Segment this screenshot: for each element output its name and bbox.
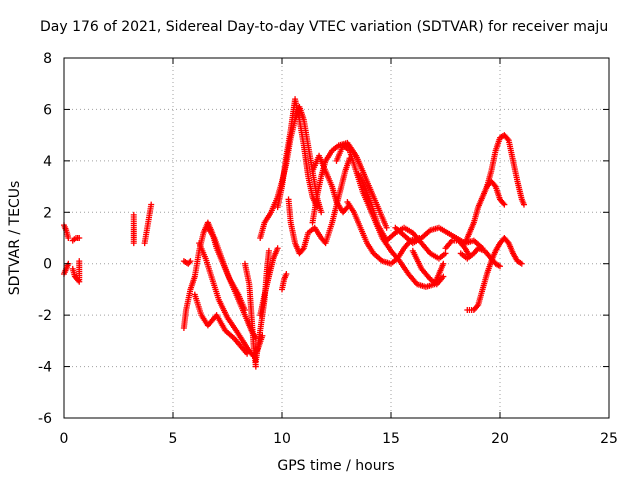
series-sat-w bbox=[344, 199, 423, 267]
series-sat-s bbox=[309, 152, 351, 216]
series-sat-c bbox=[69, 235, 83, 244]
x-tick-label: 20 bbox=[491, 431, 509, 447]
data-point bbox=[518, 260, 525, 267]
data-point bbox=[504, 136, 511, 142]
data-point bbox=[501, 201, 508, 208]
y-tick-label: -6 bbox=[38, 411, 52, 427]
series-sat-j bbox=[191, 291, 251, 357]
data-point bbox=[244, 350, 251, 357]
data-point bbox=[440, 260, 447, 267]
data-point bbox=[76, 235, 83, 241]
data-point bbox=[318, 209, 325, 216]
data-point bbox=[75, 277, 82, 284]
series-sat-r bbox=[285, 155, 353, 257]
data-point bbox=[383, 224, 390, 231]
series-sat-g bbox=[180, 258, 194, 267]
x-tick-label: 15 bbox=[382, 431, 400, 447]
x-tick-label: 0 bbox=[60, 431, 69, 447]
data-point bbox=[491, 182, 498, 189]
data-point bbox=[442, 250, 449, 257]
y-tick-label: -2 bbox=[38, 308, 52, 324]
x-tick-label: 25 bbox=[600, 431, 618, 447]
x-tick-label: 10 bbox=[273, 431, 291, 447]
y-tick-label: 4 bbox=[43, 154, 52, 170]
data-point bbox=[252, 363, 259, 370]
data-point bbox=[76, 258, 83, 265]
data-point bbox=[259, 332, 266, 339]
x-tick-label: 5 bbox=[169, 431, 178, 447]
series-sat-q bbox=[279, 271, 290, 293]
series-sat-y bbox=[409, 247, 447, 288]
series-sat-p bbox=[274, 96, 320, 211]
axis-ticks: 0 5 10 15 20 25 -6 -4 -2 0 2 4 6 8 bbox=[38, 51, 618, 447]
data-point bbox=[497, 263, 503, 270]
y-tick-label: 6 bbox=[43, 102, 52, 118]
y-tick-label: 8 bbox=[43, 51, 52, 67]
data-point bbox=[187, 258, 194, 265]
x-axis-label: GPS time / hours bbox=[277, 458, 394, 474]
data-point bbox=[148, 201, 155, 208]
chart-title: Day 176 of 2021, Sidereal Day-to-day VTE… bbox=[40, 19, 608, 35]
data-point bbox=[186, 259, 193, 266]
data-point bbox=[474, 303, 481, 310]
y-tick-label: -4 bbox=[38, 360, 52, 376]
data-points bbox=[61, 96, 527, 370]
data-point bbox=[130, 211, 137, 218]
y-tick-label: 0 bbox=[43, 257, 52, 273]
data-point bbox=[299, 246, 306, 253]
series-sat-n bbox=[257, 245, 281, 319]
data-point bbox=[283, 271, 290, 277]
series-sat-ab bbox=[464, 235, 525, 313]
plot-frame bbox=[63, 57, 610, 419]
data-point bbox=[500, 200, 507, 207]
series-sat-e bbox=[130, 211, 137, 247]
series-sat-l bbox=[241, 260, 259, 370]
y-axis-label: SDTVAR / TECUs bbox=[7, 181, 23, 296]
series-sat-a bbox=[61, 222, 72, 241]
series-sat-ad bbox=[483, 132, 527, 208]
data-point bbox=[440, 273, 447, 280]
data-point bbox=[65, 235, 72, 241]
series-sat-f bbox=[141, 201, 155, 247]
series-sat-i bbox=[196, 240, 266, 360]
data-point bbox=[265, 247, 272, 254]
data-point bbox=[343, 205, 350, 212]
data-point bbox=[274, 245, 281, 252]
y-tick-label: 2 bbox=[43, 205, 52, 221]
series-sat-d bbox=[69, 258, 83, 285]
data-point bbox=[520, 201, 527, 208]
data-point bbox=[504, 238, 511, 245]
series-sat-t bbox=[309, 139, 390, 231]
